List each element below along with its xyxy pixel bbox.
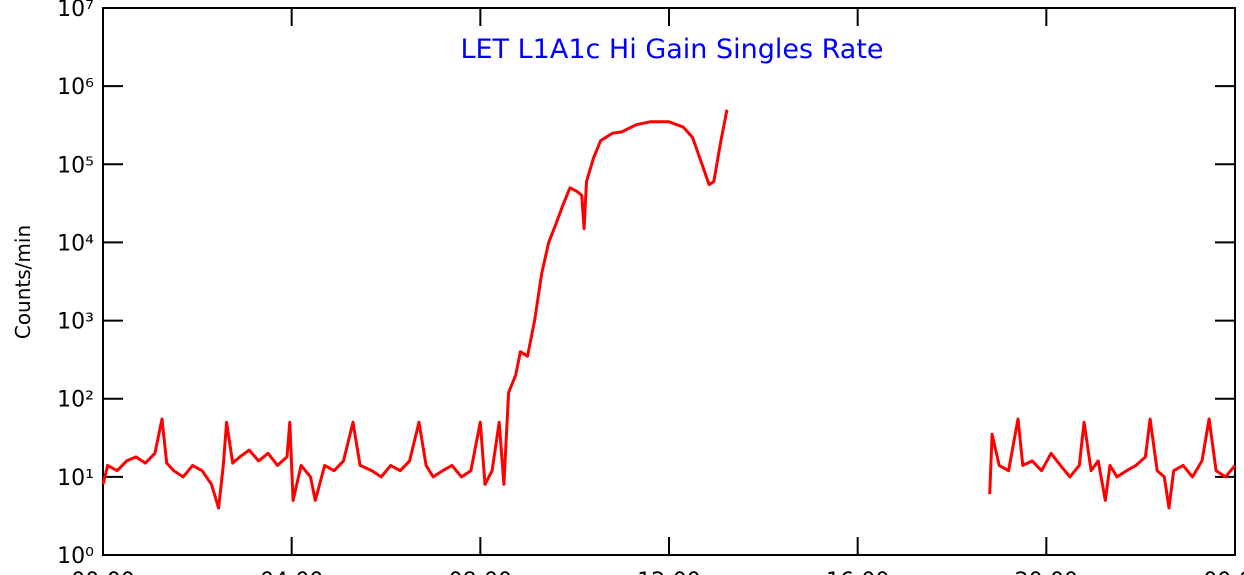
y-tick-label: 10⁰ [57,544,94,569]
y-tick-label: 10⁷ [57,0,94,22]
x-tick-label: 04:00 [260,569,323,575]
data-line [101,109,1237,510]
x-tick-label: 00:00 [71,569,134,575]
chart-title: LET L1A1c Hi Gain Singles Rate [460,34,883,65]
x-tick-label: 12:00 [637,569,700,575]
x-tick-label: 20:00 [1015,569,1078,575]
x-tick-label: 16:00 [826,569,889,575]
y-tick-label: 10² [57,388,94,413]
x-tick-label: 00:00 [1203,569,1244,575]
y-tick-label: 10⁵ [57,153,94,178]
y-axis-label: Counts/min [11,225,35,339]
y-tick-label: 10⁴ [57,231,94,256]
y-tick-label: 10³ [57,310,94,335]
y-tick-label: 10¹ [57,466,94,491]
y-tick-label: 10⁶ [57,75,94,100]
x-tick-label: 08:00 [449,569,512,575]
